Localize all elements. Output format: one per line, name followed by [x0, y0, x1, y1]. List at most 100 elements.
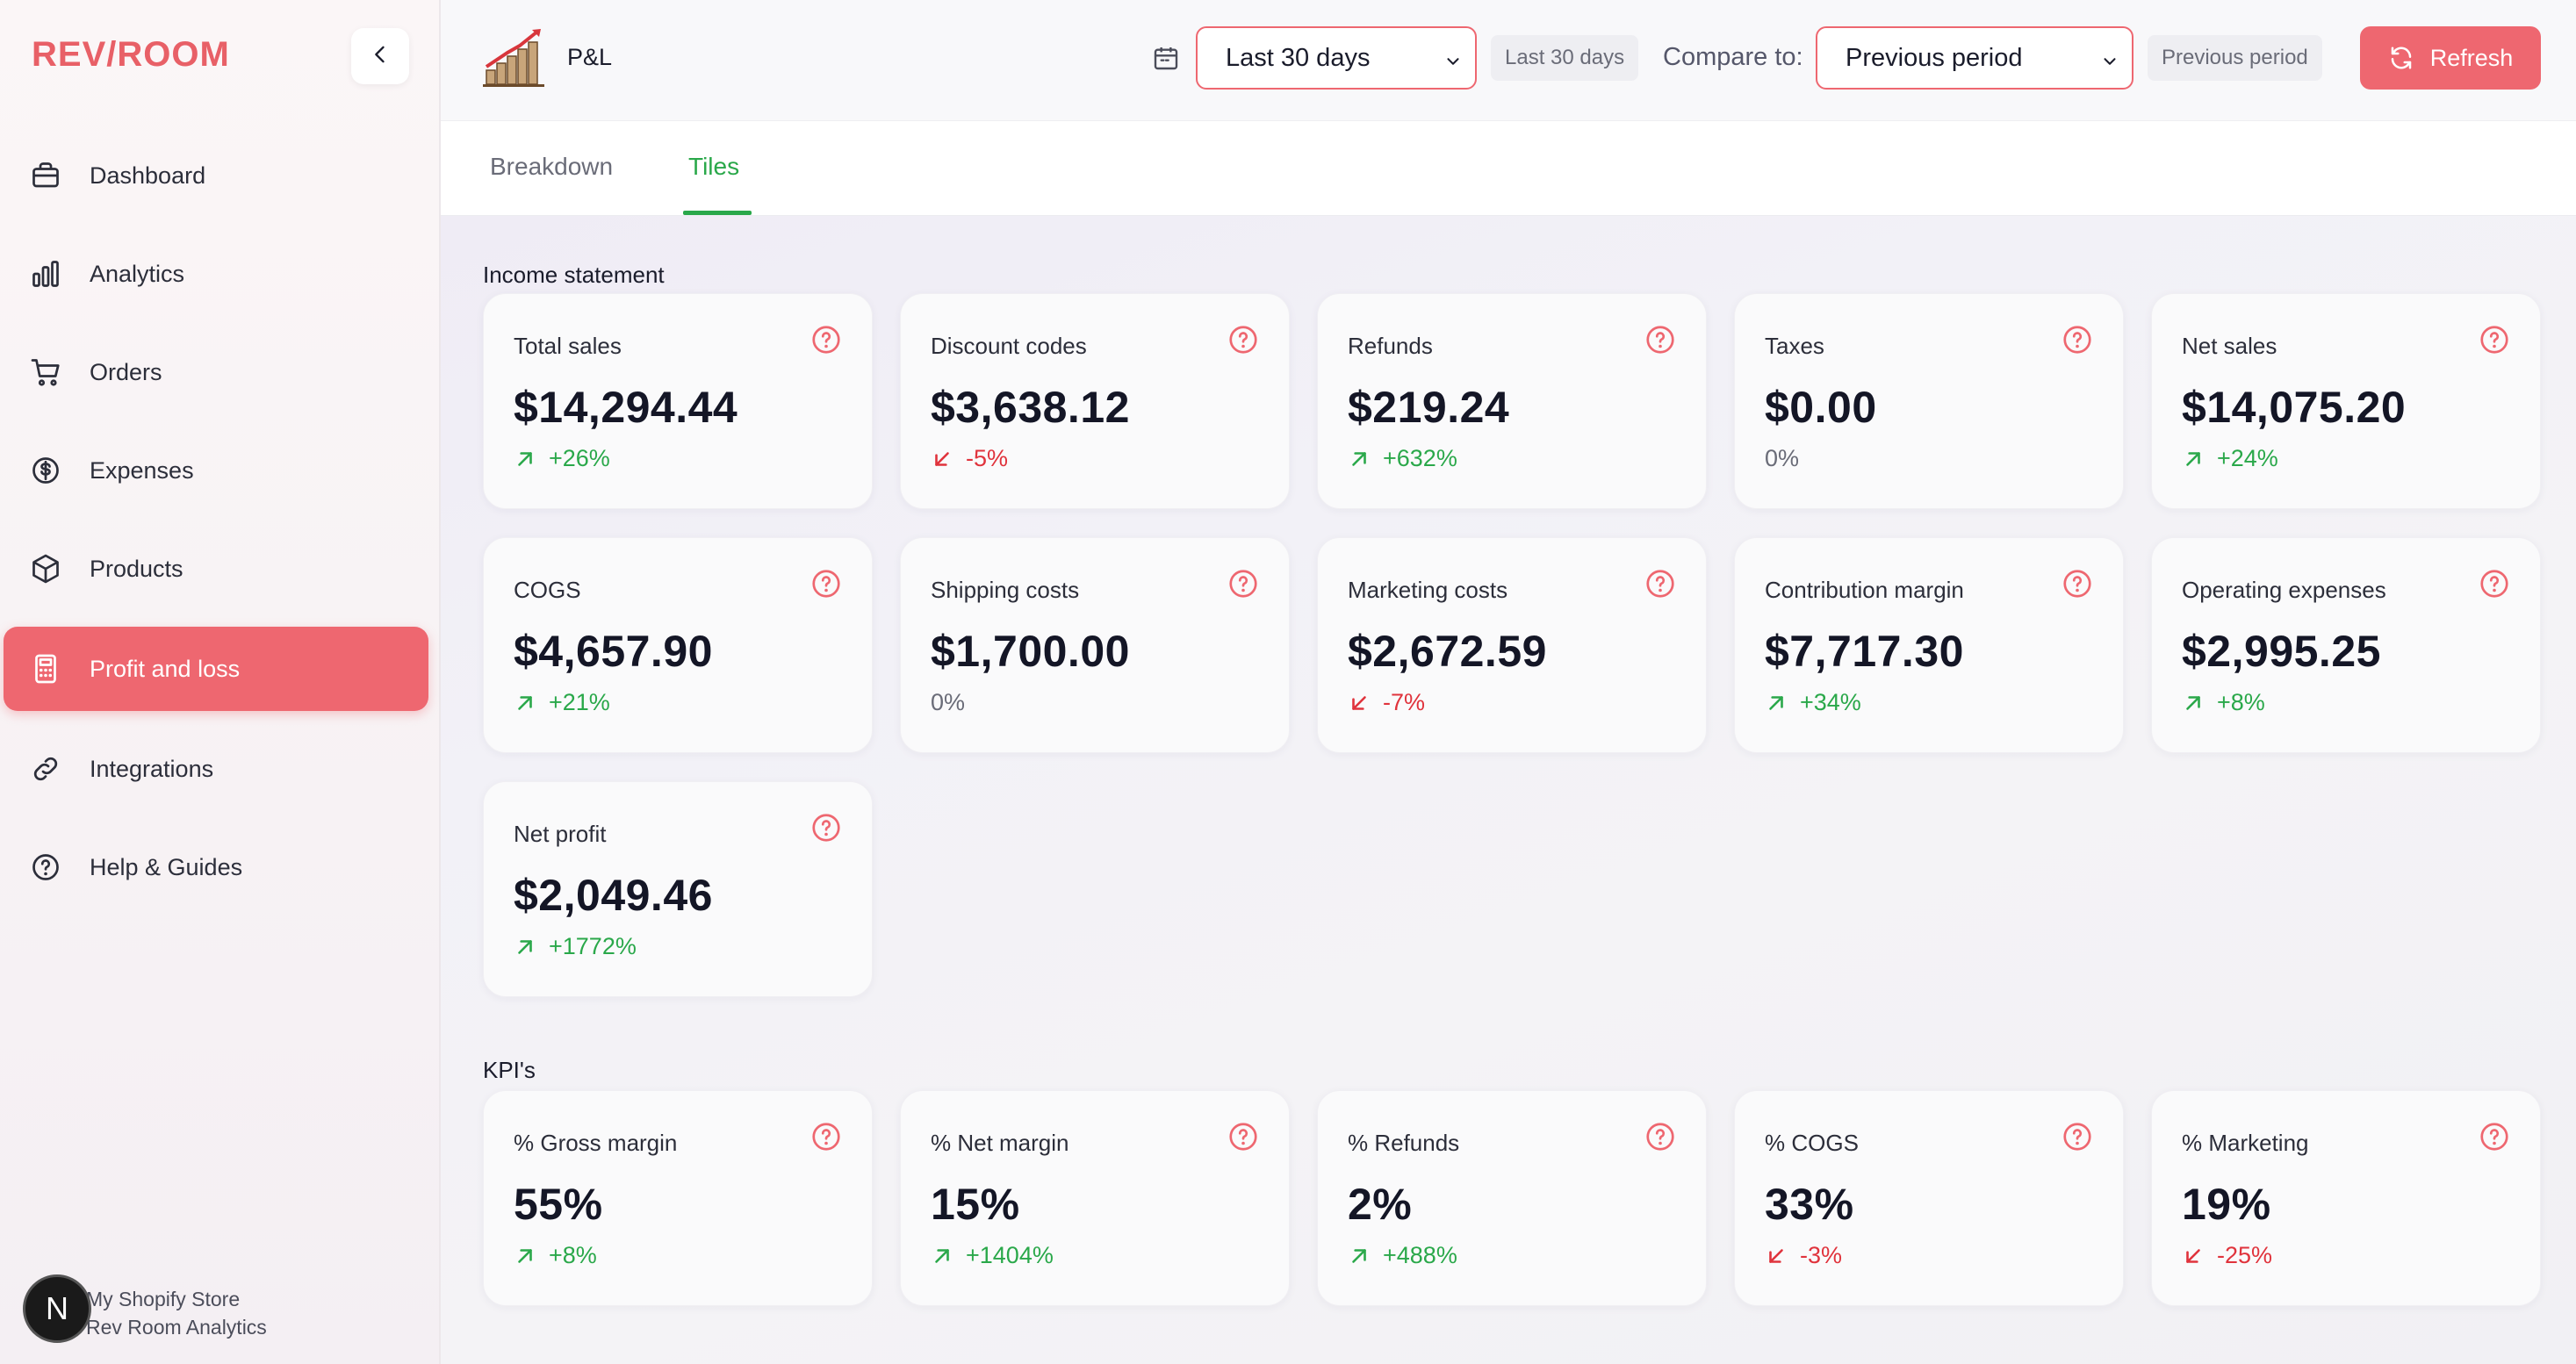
- logo[interactable]: REV/ROOM: [32, 35, 230, 74]
- metric-value: 55%: [514, 1180, 603, 1229]
- arrow-up-right-icon: [514, 692, 536, 714]
- metric-card: Net sales $14,075.20 +24%: [2151, 293, 2541, 509]
- metric-change: +21%: [514, 689, 610, 716]
- sidebar-item-products[interactable]: Products: [4, 527, 428, 611]
- sidebar-item-label: Profit and loss: [90, 655, 241, 682]
- metric-card: Shipping costs $1,700.00 0%: [900, 537, 1290, 753]
- cart-icon: [28, 355, 63, 390]
- metric-value: $3,638.12: [931, 383, 1130, 432]
- metric-value: $7,717.30: [1765, 627, 1964, 676]
- sidebar-item-label: Integrations: [90, 755, 214, 782]
- metric-value: $0.00: [1765, 383, 1877, 432]
- store-name: My Shopify Store: [86, 1288, 241, 1310]
- calendar-icon: [1152, 44, 1180, 76]
- help-circle-icon[interactable]: [2062, 324, 2093, 360]
- metric-value: $2,672.59: [1348, 627, 1547, 676]
- help-circle-icon[interactable]: [1227, 324, 1259, 360]
- compare-select[interactable]: Previous period: [1816, 26, 2133, 90]
- metric-change-value: +8%: [2217, 689, 2265, 715]
- arrow-up-right-icon: [1348, 448, 1371, 470]
- arrow-down-left-icon: [1348, 692, 1371, 714]
- sidebar-item-label: Help & Guides: [90, 853, 243, 880]
- help-circle-icon[interactable]: [2479, 324, 2510, 360]
- metric-value: $2,995.25: [2182, 627, 2381, 676]
- tab-breakdown[interactable]: Breakdown: [490, 153, 614, 180]
- metric-change: 0%: [1765, 445, 1799, 472]
- metric-value: 2%: [1348, 1180, 1413, 1229]
- product-name: Rev Room Analytics: [86, 1316, 267, 1339]
- arrow-up-right-icon: [514, 1245, 536, 1267]
- help-circle-icon[interactable]: [2479, 1121, 2510, 1157]
- metric-change-value: 0%: [931, 689, 966, 715]
- metric-change: +8%: [2182, 689, 2265, 716]
- tab-tiles[interactable]: Tiles: [688, 153, 740, 180]
- metric-label: Net profit: [514, 821, 607, 847]
- metric-value: 19%: [2182, 1180, 2271, 1229]
- metric-card: % COGS 33% -3%: [1734, 1090, 2124, 1306]
- sidebar-item-orders[interactable]: Orders: [4, 330, 428, 414]
- metric-card: Taxes $0.00 0%: [1734, 293, 2124, 509]
- metric-label: % Net margin: [931, 1130, 1069, 1156]
- metric-label: Contribution margin: [1765, 577, 1964, 603]
- collapse-sidebar-button[interactable]: [351, 28, 409, 84]
- compare-chip: Previous period: [2148, 35, 2322, 81]
- metric-change: +1772%: [514, 933, 637, 960]
- metric-value: $14,075.20: [2182, 383, 2407, 432]
- date-range-select[interactable]: Last 30 days: [1196, 26, 1477, 90]
- sidebar-item-analytics[interactable]: Analytics: [4, 232, 428, 316]
- metric-change: -7%: [1348, 689, 1425, 716]
- help-circle-icon[interactable]: [810, 324, 842, 360]
- date-range-value: Last 30 days: [1226, 43, 1371, 72]
- metric-label: Total sales: [514, 333, 622, 359]
- metric-change-value: -25%: [2217, 1242, 2273, 1268]
- help-circle-icon[interactable]: [2479, 568, 2510, 604]
- next-badge[interactable]: N: [23, 1274, 91, 1343]
- sidebar-item-dashboard[interactable]: Dashboard: [4, 133, 428, 218]
- metric-card: % Gross margin 55% +8%: [483, 1090, 873, 1306]
- metric-value: 33%: [1765, 1180, 1854, 1229]
- metric-label: % COGS: [1765, 1130, 1859, 1156]
- sidebar-item-expenses[interactable]: Expenses: [4, 428, 428, 513]
- refresh-button[interactable]: Refresh: [2360, 26, 2541, 90]
- link-icon: [28, 751, 63, 786]
- help-circle-icon[interactable]: [2062, 1121, 2093, 1157]
- metric-label: Taxes: [1765, 333, 1824, 359]
- help-circle-icon[interactable]: [1227, 568, 1259, 604]
- metric-card: Marketing costs $2,672.59 -7%: [1317, 537, 1707, 753]
- help-circle-icon[interactable]: [2062, 568, 2093, 604]
- active-tab-indicator: [683, 211, 752, 215]
- arrow-up-right-icon: [2182, 448, 2205, 470]
- help-circle-icon[interactable]: [1644, 324, 1676, 360]
- metric-label: Refunds: [1348, 333, 1433, 359]
- section-title-kpis: KPI's: [483, 1057, 536, 1083]
- metric-change: 0%: [931, 689, 965, 716]
- sidebar-item-label: Expenses: [90, 456, 194, 484]
- metric-change: +1404%: [931, 1242, 1054, 1269]
- help-circle-icon[interactable]: [1644, 1121, 1676, 1157]
- metric-value: $14,294.44: [514, 383, 738, 432]
- sidebar-item-label: Products: [90, 555, 183, 582]
- arrow-up-right-icon: [931, 1245, 953, 1267]
- help-circle-icon[interactable]: [810, 812, 842, 848]
- sidebar-item-integrations[interactable]: Integrations: [4, 727, 428, 811]
- arrow-down-left-icon: [931, 448, 953, 470]
- metric-change-value: +1404%: [966, 1242, 1054, 1268]
- help-circle-icon[interactable]: [810, 1121, 842, 1157]
- metric-change: +632%: [1348, 445, 1457, 472]
- metric-value: $2,049.46: [514, 871, 713, 920]
- sidebar: REV/ROOM Dashboard Analytics Orders Expe…: [0, 0, 441, 1364]
- sidebar-item-help-guides[interactable]: Help & Guides: [4, 825, 428, 909]
- help-circle-icon[interactable]: [1227, 1121, 1259, 1157]
- refresh-icon: [2388, 45, 2414, 71]
- metric-change-value: -3%: [1800, 1242, 1843, 1268]
- metric-change-value: +1772%: [549, 933, 637, 959]
- help-circle-icon[interactable]: [810, 568, 842, 604]
- help-circle-icon[interactable]: [1644, 568, 1676, 604]
- view-tabs: Breakdown Tiles: [441, 121, 2576, 216]
- sidebar-item-label: Orders: [90, 358, 162, 385]
- metric-change: +488%: [1348, 1242, 1457, 1269]
- chevron-down-icon: [1443, 49, 1463, 78]
- briefcase-icon: [28, 158, 63, 193]
- sidebar-item-profit-and-loss[interactable]: Profit and loss: [4, 627, 428, 711]
- arrow-up-right-icon: [2182, 692, 2205, 714]
